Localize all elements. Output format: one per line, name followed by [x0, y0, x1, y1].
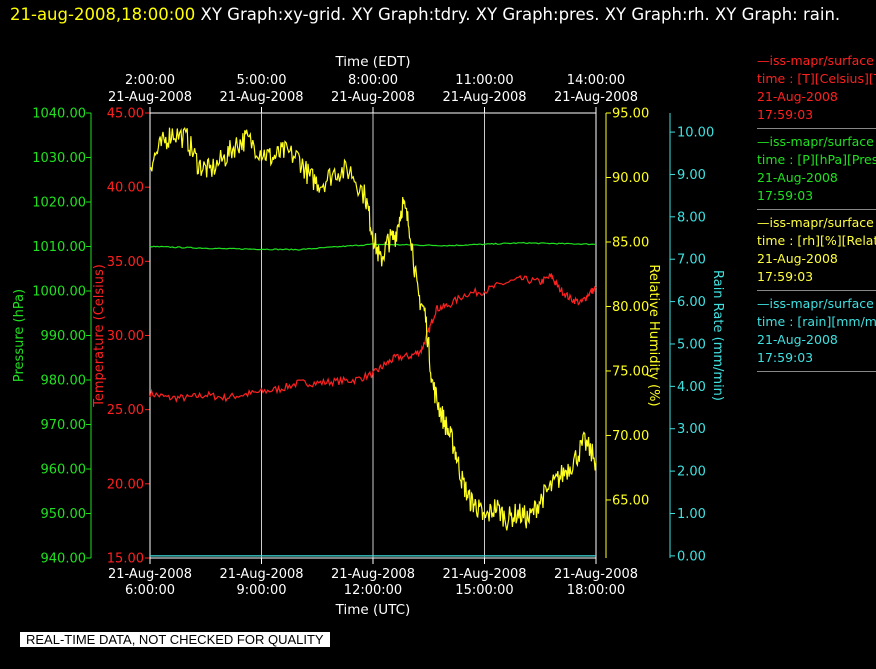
humidity-tick-label: 85.00: [612, 235, 649, 250]
x-top-tick-label-time: 2:00:00: [125, 73, 175, 88]
x-top-axis-label: Time (EDT): [334, 54, 410, 70]
x-top-tick-label-time: 8:00:00: [348, 73, 398, 88]
x-top-tick-label-date: 21-Aug-2008: [219, 90, 303, 105]
humidity-tick-label: 90.00: [612, 171, 649, 186]
legend-entry-time: 17:59:03: [757, 269, 814, 284]
rain-tick-label: 6.00: [677, 295, 706, 310]
rain-axis-title: Rain Rate (mm/min): [710, 270, 725, 401]
pressure-tick-label: 940.00: [41, 552, 87, 567]
x-bottom-tick-label-time: 12:00:00: [344, 583, 402, 598]
humidity-tick-label: 65.00: [612, 493, 649, 508]
pressure-tick-label: 1020.00: [32, 196, 86, 211]
x-bottom-tick-label-date: 21-Aug-2008: [331, 567, 415, 582]
humidity-tick-label: 95.00: [612, 107, 649, 122]
pressure-axis-title: Pressure (hPa): [12, 289, 27, 382]
header-timestamp: 21-aug-2008,18:00:00: [10, 5, 196, 24]
temperature-tick-label: 40.00: [107, 181, 144, 196]
legend-entry-line2: time : [rh][%][Relati: [757, 233, 876, 248]
legend-entry-date: 21-Aug-2008: [757, 332, 838, 347]
rain-tick-label: 0.00: [677, 549, 706, 564]
temperature-tick-label: 30.00: [107, 329, 144, 344]
humidity-tick-label: 80.00: [612, 300, 649, 315]
rain-tick-label: 5.00: [677, 337, 706, 352]
temperature-tick-label: 20.00: [107, 477, 144, 492]
x-top-tick-label-date: 21-Aug-2008: [108, 90, 192, 105]
x-top-tick-label-date: 21-Aug-2008: [331, 90, 415, 105]
pressure-tick-label: 960.00: [41, 463, 87, 478]
legend-entry-time: 17:59:03: [757, 107, 814, 122]
temperature-tick-label: 15.00: [107, 552, 144, 567]
pressure-tick-label: 1010.00: [32, 240, 86, 255]
legend-entry: —iss-mapr/surface time : [rh][%][Relati 21…: [757, 214, 876, 291]
temperature-tick-label: 35.00: [107, 255, 144, 270]
legend-entry-line2: time : [T][Celsius][T: [757, 71, 876, 86]
x-bottom-tick-label-time: 9:00:00: [236, 583, 286, 598]
quality-disclaimer: REAL-TIME DATA, NOT CHECKED FOR QUALITY: [20, 632, 330, 647]
temperature-tick-label: 45.00: [107, 107, 144, 122]
pressure-tick-label: 980.00: [41, 374, 87, 389]
x-top-tick-label-date: 21-Aug-2008: [442, 90, 526, 105]
legend-entry-date: 21-Aug-2008: [757, 170, 838, 185]
legend-entry-line1: —iss-mapr/surface: [757, 215, 874, 230]
rain-tick-label: 4.00: [677, 380, 706, 395]
rain-tick-label: 3.00: [677, 422, 706, 437]
legend-entry-line1: —iss-mapr/surface: [757, 134, 874, 149]
x-bottom-tick-label-date: 21-Aug-2008: [108, 567, 192, 582]
x-top-tick-label-time: 5:00:00: [236, 73, 286, 88]
rain-tick-label: 10.00: [677, 126, 714, 141]
x-top-tick-label-time: 11:00:00: [455, 73, 513, 88]
legend-entry-date: 21-Aug-2008: [757, 251, 838, 266]
temperature-axis-title: Temperature (Celsius): [92, 264, 107, 408]
series-line-T: [149, 272, 597, 404]
legend-entry-time: 17:59:03: [757, 188, 814, 203]
rain-tick-label: 8.00: [677, 210, 706, 225]
pressure-tick-label: 970.00: [41, 418, 87, 433]
x-bottom-tick-label-time: 6:00:00: [125, 583, 175, 598]
temperature-tick-label: 25.00: [107, 403, 144, 418]
x-bottom-tick-label-date: 21-Aug-2008: [442, 567, 526, 582]
pressure-tick-label: 1030.00: [32, 151, 86, 166]
legend-entry: —iss-mapr/surface time : [rain][mm/min 21-…: [757, 295, 876, 372]
x-bottom-tick-label-date: 21-Aug-2008: [219, 567, 303, 582]
pressure-tick-label: 1040.00: [32, 107, 86, 122]
header-graph-titles: XY Graph:xy-grid. XY Graph:tdry. XY Grap…: [200, 5, 841, 24]
humidity-tick-label: 70.00: [612, 429, 649, 444]
x-bottom-tick-label-time: 15:00:00: [455, 583, 513, 598]
legend-entry-date: 21-Aug-2008: [757, 89, 838, 104]
legend-entry-time: 17:59:03: [757, 350, 814, 365]
rain-tick-label: 2.00: [677, 465, 706, 480]
humidity-axis-title: Relative Humidity (%): [646, 264, 661, 406]
x-top-tick-label-time: 14:00:00: [567, 73, 625, 88]
pressure-tick-label: 950.00: [41, 507, 87, 522]
legend-panel: —iss-mapr/surface time : [T][Celsius][T 21…: [757, 52, 876, 376]
pressure-tick-label: 990.00: [41, 329, 87, 344]
header-title-bar: 21-aug-2008,18:00:00 XY Graph:xy-grid. X…: [10, 2, 870, 28]
legend-entry: —iss-mapr/surface time : [T][Celsius][T 21…: [757, 52, 876, 129]
legend-entry-line1: —iss-mapr/surface: [757, 53, 874, 68]
rain-tick-label: 1.00: [677, 507, 706, 522]
x-bottom-axis-label: Time (UTC): [335, 602, 411, 618]
legend-entry-line2: time : [P][hPa][Pres: [757, 152, 876, 167]
legend-entry-line1: —iss-mapr/surface: [757, 296, 874, 311]
x-bottom-tick-label-time: 18:00:00: [567, 583, 625, 598]
x-top-tick-label-date: 21-Aug-2008: [554, 90, 638, 105]
rain-tick-label: 9.00: [677, 168, 706, 183]
x-bottom-tick-label-date: 21-Aug-2008: [554, 567, 638, 582]
rain-tick-label: 7.00: [677, 253, 706, 268]
legend-entry: —iss-mapr/surface time : [P][hPa][Pres 21-…: [757, 133, 876, 210]
pressure-tick-label: 1000.00: [32, 285, 86, 300]
humidity-tick-label: 75.00: [612, 364, 649, 379]
series-line-rh: [149, 126, 597, 531]
legend-entry-line2: time : [rain][mm/min: [757, 314, 876, 329]
